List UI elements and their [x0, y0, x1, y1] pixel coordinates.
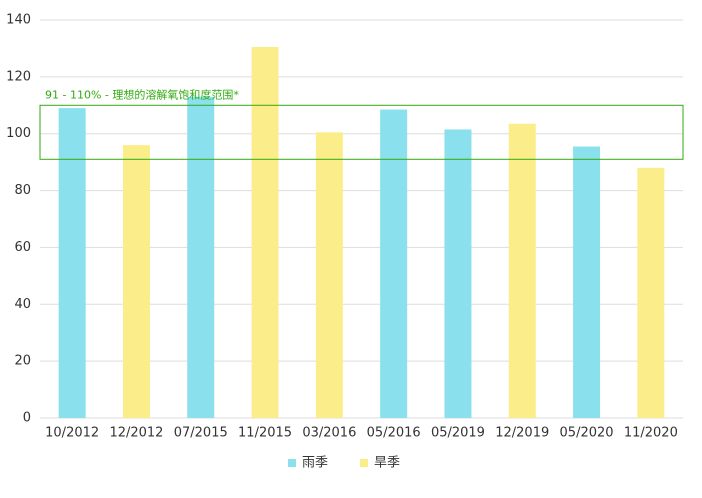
target-range	[39, 104, 684, 160]
legend-swatch	[288, 459, 296, 467]
y-tick-label: 100	[6, 126, 31, 141]
legend-label: 雨季	[302, 456, 328, 471]
x-tick-label: 12/2019	[495, 426, 549, 441]
bar	[251, 47, 279, 418]
bar	[187, 96, 215, 418]
y-tick-label: 40	[14, 297, 31, 312]
bar	[573, 146, 601, 418]
x-tick-label: 05/2019	[431, 426, 485, 441]
x-tick-label: 10/2012	[45, 426, 99, 441]
legend-label: 旱季	[374, 456, 400, 471]
bar	[508, 123, 536, 418]
annotation-label: 91 - 110% - 理想的溶解氧饱和度范围*	[45, 87, 239, 101]
x-tick-label: 05/2020	[560, 426, 614, 441]
bar	[637, 167, 665, 418]
x-tick-label: 11/2015	[238, 426, 292, 441]
bar	[444, 129, 472, 418]
bar	[58, 108, 86, 418]
bar	[122, 145, 150, 419]
x-tick-label: 11/2020	[624, 426, 678, 441]
x-tick-label: 12/2012	[109, 426, 163, 441]
bar	[315, 132, 343, 419]
y-tick-label: 140	[6, 13, 31, 28]
x-tick-label: 05/2016	[367, 426, 421, 441]
y-tick-label: 120	[6, 69, 31, 84]
y-tick-label: 60	[14, 240, 31, 255]
y-tick-label: 20	[14, 354, 31, 369]
y-tick-label: 80	[14, 183, 31, 198]
bar	[380, 109, 408, 419]
x-tick-label: 07/2015	[174, 426, 228, 441]
x-tick-label: 03/2016	[302, 426, 356, 441]
legend-swatch	[360, 459, 368, 467]
y-tick-label: 0	[23, 411, 31, 426]
